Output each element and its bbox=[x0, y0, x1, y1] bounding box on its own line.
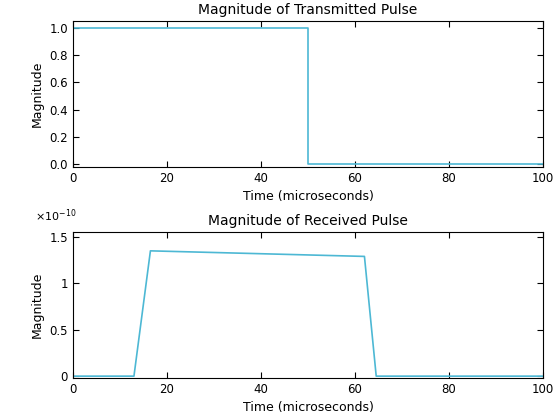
X-axis label: Time (microseconds): Time (microseconds) bbox=[242, 190, 374, 203]
Text: $\times10^{-10}$: $\times10^{-10}$ bbox=[35, 207, 77, 223]
X-axis label: Time (microseconds): Time (microseconds) bbox=[242, 402, 374, 415]
Y-axis label: Magnitude: Magnitude bbox=[31, 60, 44, 127]
Y-axis label: Magnitude: Magnitude bbox=[31, 272, 44, 339]
Title: Magnitude of Transmitted Pulse: Magnitude of Transmitted Pulse bbox=[198, 3, 418, 17]
Title: Magnitude of Received Pulse: Magnitude of Received Pulse bbox=[208, 214, 408, 228]
